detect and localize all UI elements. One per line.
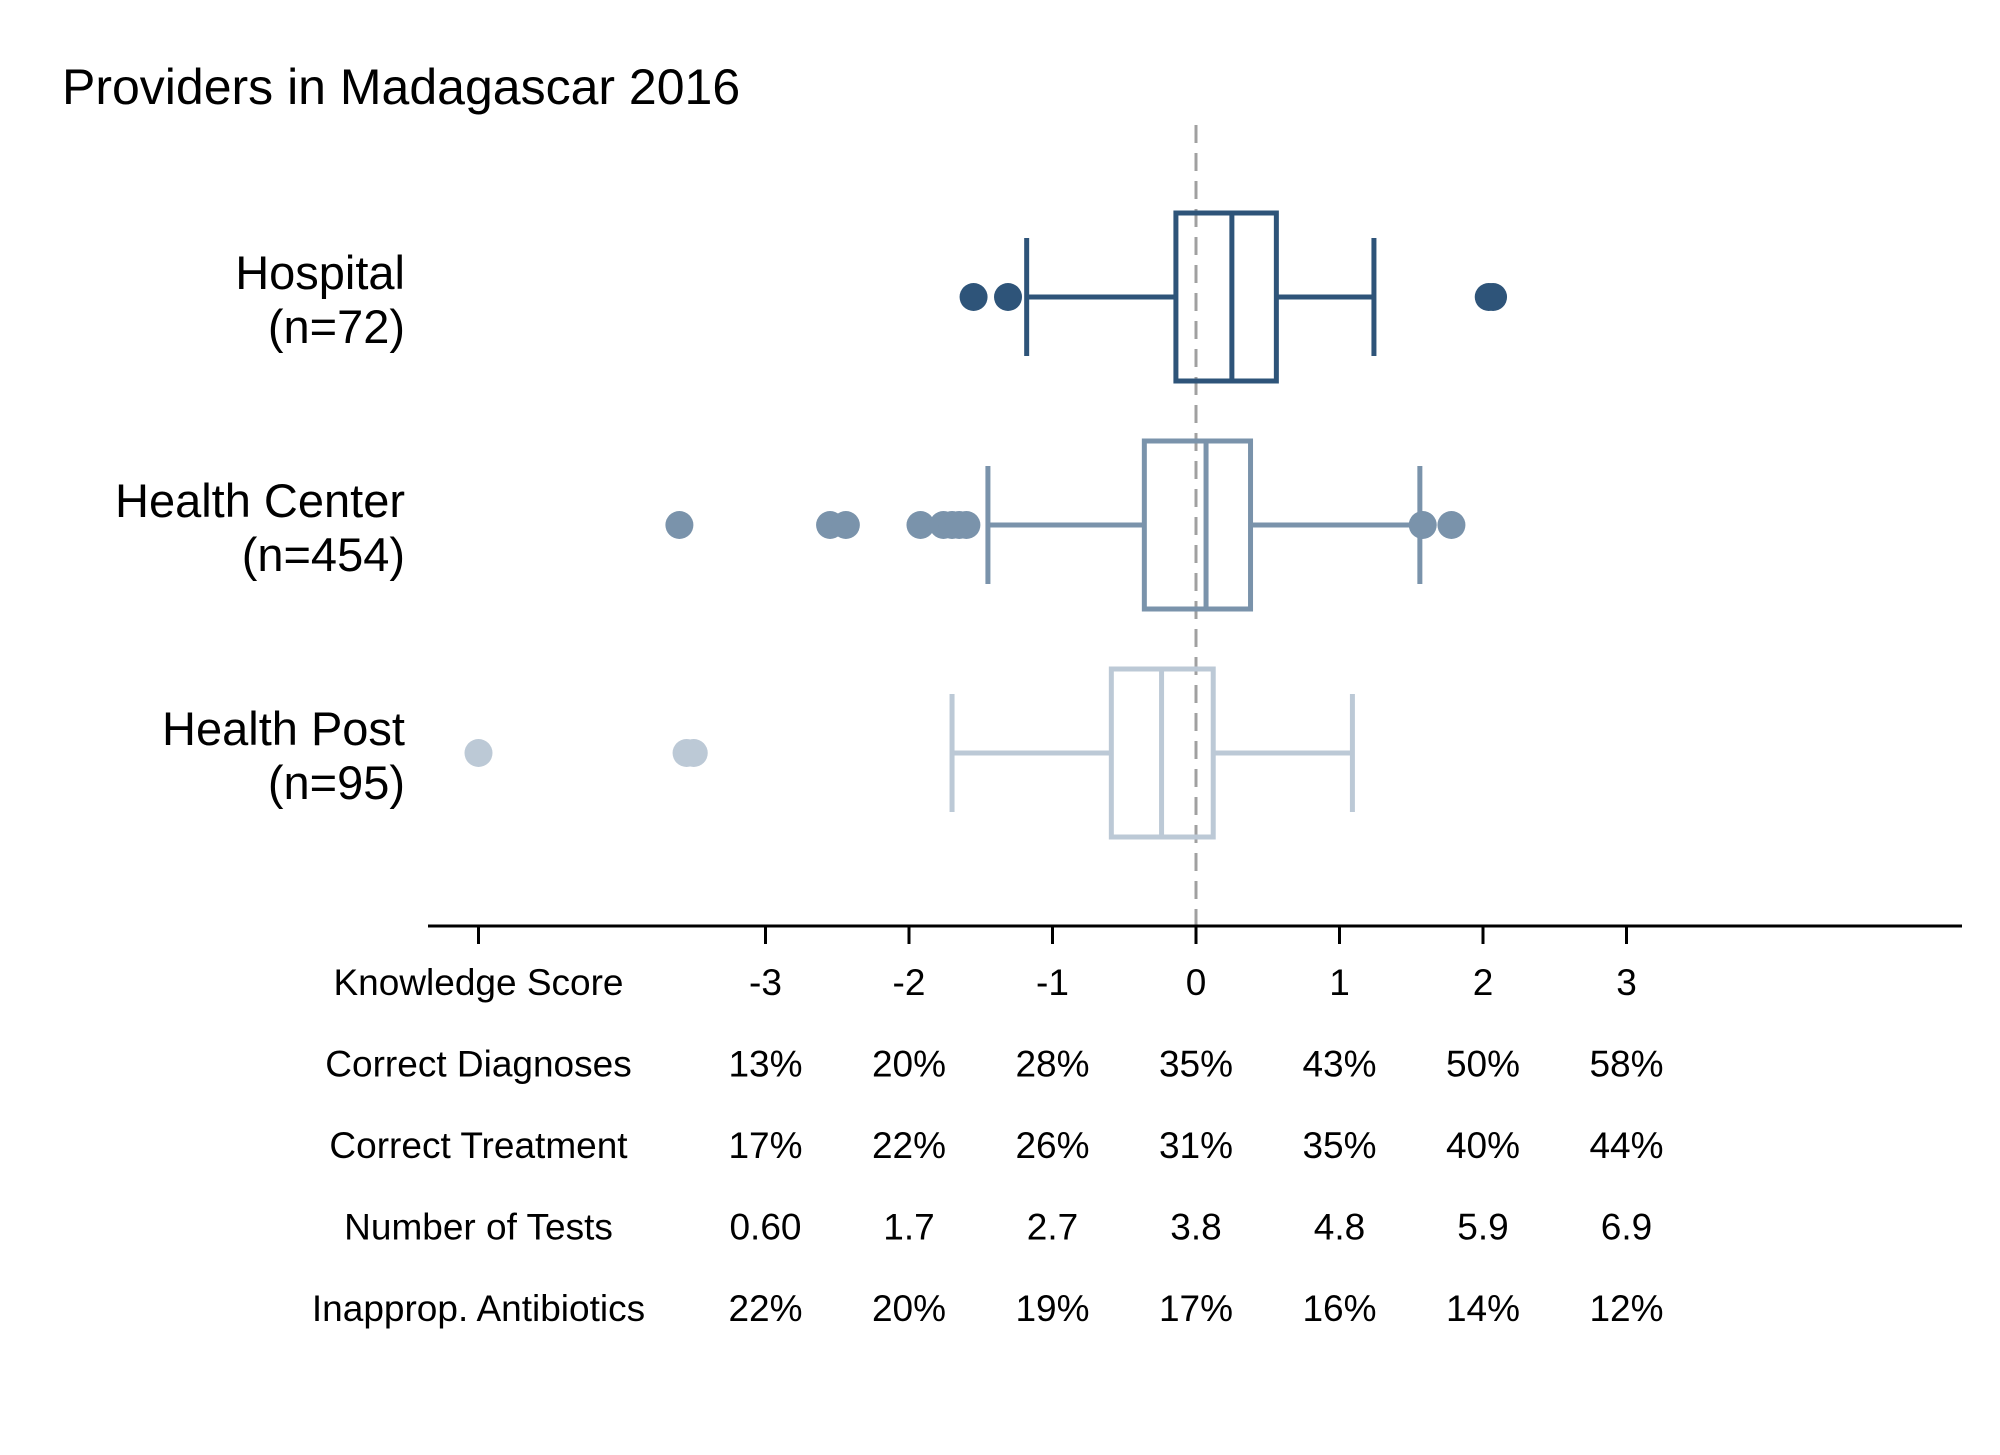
- table-cell: 40%: [1446, 1125, 1520, 1166]
- table-cell: 17%: [1159, 1288, 1233, 1329]
- x-tick-label: -3: [749, 962, 782, 1003]
- x-tick-label: 3: [1616, 962, 1637, 1003]
- table-cell: 2.7: [1027, 1207, 1078, 1248]
- table-row: Inapprop. Antibiotics 22% 20% 19% 17% 16% 14% 1…: [312, 1288, 1664, 1329]
- table-cell: 58%: [1589, 1044, 1663, 1085]
- outlier-point: [906, 511, 935, 539]
- outlier-point: [994, 283, 1023, 311]
- plot-area: Hospital(n=72)Health Center(n=454)Health…: [115, 125, 1962, 944]
- outlier-point: [952, 511, 981, 539]
- outlier-point: [1408, 511, 1437, 539]
- outlier-point: [679, 739, 708, 767]
- group-label-name: Hospital: [235, 246, 405, 299]
- outlier-point: [831, 511, 860, 539]
- outlier-point: [464, 739, 493, 767]
- outlier-point: [1479, 283, 1508, 311]
- table-cell: 5.9: [1457, 1207, 1508, 1248]
- table-cell: 13%: [728, 1044, 802, 1085]
- table-cell: 35%: [1302, 1125, 1376, 1166]
- box-group-health-center: Health Center(n=454): [115, 438, 1466, 612]
- x-tick-label: -2: [893, 962, 926, 1003]
- table-row-label: Inapprop. Antibiotics: [312, 1288, 645, 1329]
- table-cell: 20%: [872, 1288, 946, 1329]
- box-group-hospital: Hospital(n=72): [235, 210, 1508, 384]
- table-cell: 12%: [1589, 1288, 1663, 1329]
- group-label-n: (n=95): [268, 756, 405, 809]
- table-row-label: Correct Treatment: [329, 1125, 628, 1166]
- table-cell: 3.8: [1170, 1207, 1221, 1248]
- table-cell: 44%: [1589, 1125, 1663, 1166]
- x-tick-label: 0: [1186, 962, 1207, 1003]
- score-table: Knowledge Score -3 -2 -1 0 1 2 3 Correct Diagnos…: [312, 962, 1664, 1329]
- table-cell: 16%: [1302, 1288, 1376, 1329]
- table-cell: 4.8: [1314, 1207, 1365, 1248]
- group-label-name: Health Center: [115, 474, 405, 527]
- table-cell: 22%: [872, 1125, 946, 1166]
- table-row-label: Number of Tests: [344, 1207, 613, 1248]
- group-label-n: (n=72): [268, 300, 405, 353]
- table-row: Correct Diagnoses 13% 20% 28% 35% 43% 50% 58%: [325, 1044, 1663, 1085]
- table-cell: 1.7: [883, 1207, 934, 1248]
- table-cell: 26%: [1015, 1125, 1089, 1166]
- table-cell: 22%: [728, 1288, 802, 1329]
- table-cell: 0.60: [729, 1207, 801, 1248]
- outlier-point: [1437, 511, 1466, 539]
- table-cell: 19%: [1015, 1288, 1089, 1329]
- iqr-box: [1173, 210, 1279, 384]
- table-row: Number of Tests 0.60 1.7 2.7 3.8 4.8 5.9 6.9: [344, 1207, 1652, 1248]
- group-label-name: Health Post: [162, 702, 405, 755]
- box-group-health-post: Health Post(n=95): [162, 666, 1355, 840]
- table-cell: 50%: [1446, 1044, 1520, 1085]
- table-cell: 43%: [1302, 1044, 1376, 1085]
- table-row: Correct Treatment 17% 22% 26% 31% 35% 40% 44%: [329, 1125, 1663, 1166]
- table-row-label: Correct Diagnoses: [325, 1044, 631, 1085]
- table-cell: 35%: [1159, 1044, 1233, 1085]
- x-tick-label: 1: [1329, 962, 1350, 1003]
- group-label-n: (n=454): [242, 528, 405, 581]
- table-cell: 17%: [728, 1125, 802, 1166]
- iqr-box: [1141, 438, 1254, 612]
- outlier-point: [665, 511, 694, 539]
- table-cell: 31%: [1159, 1125, 1233, 1166]
- table-cell: 20%: [872, 1044, 946, 1085]
- outlier-point: [959, 283, 988, 311]
- chart-title: Providers in Madagascar 2016: [62, 59, 740, 115]
- x-tick-label: -1: [1036, 962, 1069, 1003]
- x-tick-label: 2: [1473, 962, 1494, 1003]
- table-row-label: Knowledge Score: [333, 962, 623, 1003]
- table-cell: 14%: [1446, 1288, 1520, 1329]
- table-row: Knowledge Score -3 -2 -1 0 1 2 3: [333, 962, 1636, 1003]
- table-cell: 6.9: [1601, 1207, 1652, 1248]
- table-cell: 28%: [1015, 1044, 1089, 1085]
